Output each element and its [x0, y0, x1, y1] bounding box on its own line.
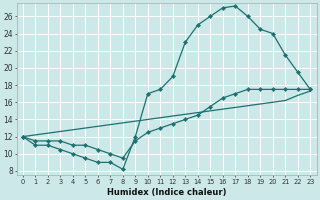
X-axis label: Humidex (Indice chaleur): Humidex (Indice chaleur) — [107, 188, 226, 197]
